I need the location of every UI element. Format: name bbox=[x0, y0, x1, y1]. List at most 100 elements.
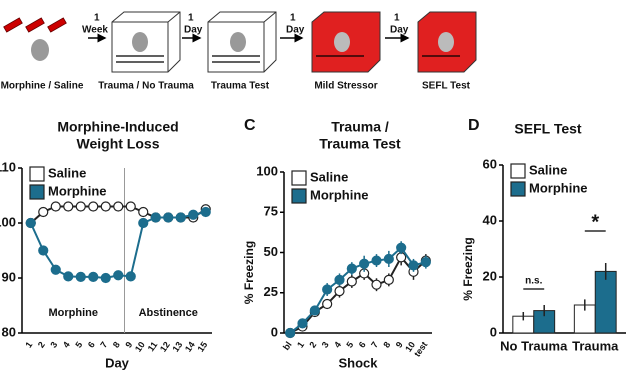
x-tick-label: bl bbox=[281, 340, 294, 352]
legend-swatch bbox=[510, 163, 526, 179]
legend-label: Morphine bbox=[48, 183, 107, 198]
legend-swatch bbox=[510, 181, 526, 197]
x-tick-label: 1 bbox=[295, 340, 306, 350]
point bbox=[100, 201, 111, 212]
y-tick-label: 110 bbox=[0, 159, 16, 174]
x-tick-label: 12 bbox=[158, 340, 172, 354]
x-tick-label: 5 bbox=[344, 340, 355, 350]
point bbox=[396, 252, 407, 263]
legend-label: Saline bbox=[529, 162, 567, 177]
point bbox=[188, 209, 199, 220]
point bbox=[346, 263, 357, 274]
x-tick-label: Trauma bbox=[572, 338, 619, 353]
point bbox=[383, 274, 394, 285]
annotation: n.s. bbox=[525, 276, 542, 287]
arrow-label: 1 bbox=[394, 13, 400, 24]
y-tick-label: 0 bbox=[490, 324, 497, 339]
chart-title: SEFL Test bbox=[514, 121, 582, 137]
point bbox=[346, 276, 357, 287]
y-tick-label: 90 bbox=[2, 269, 16, 284]
y-tick-label: 60 bbox=[483, 156, 497, 171]
x-tick-label: 2 bbox=[307, 340, 318, 350]
panel-label: C bbox=[244, 117, 256, 134]
point bbox=[150, 212, 161, 223]
point bbox=[175, 212, 186, 223]
point bbox=[297, 318, 308, 329]
point bbox=[50, 264, 61, 275]
x-tick-label: 10 bbox=[133, 340, 147, 354]
point bbox=[88, 201, 99, 212]
point bbox=[75, 201, 86, 212]
x-tick-label: 11 bbox=[146, 340, 160, 354]
x-tick-label: test bbox=[412, 340, 429, 359]
x-tick-label: 5 bbox=[73, 340, 84, 350]
y-tick-label: 0 bbox=[271, 324, 278, 339]
x-tick-label: 8 bbox=[111, 340, 122, 350]
point bbox=[25, 217, 36, 229]
x-tick-label: 7 bbox=[98, 340, 109, 350]
legend-swatch bbox=[29, 184, 45, 200]
arrow-label: 1 bbox=[94, 13, 100, 24]
y-tick-label: 80 bbox=[2, 324, 16, 339]
x-tick-label: 7 bbox=[369, 340, 380, 350]
point bbox=[408, 260, 419, 271]
annotation: Abstinence bbox=[139, 307, 198, 319]
chart-title: Trauma Test bbox=[319, 136, 401, 152]
point bbox=[359, 258, 370, 269]
arrow-label: Day bbox=[286, 25, 305, 36]
legend-swatch bbox=[291, 188, 307, 204]
point bbox=[125, 201, 136, 212]
series-line bbox=[289, 255, 427, 334]
point bbox=[113, 201, 124, 212]
annotation: Morphine bbox=[49, 307, 99, 319]
point bbox=[100, 272, 111, 284]
arrow-label: Day bbox=[184, 25, 203, 36]
legend-swatch bbox=[291, 170, 307, 186]
y-tick-label: 75 bbox=[264, 204, 278, 219]
y-tick-label: 20 bbox=[483, 268, 497, 283]
point bbox=[63, 271, 74, 282]
x-axis-label: Shock bbox=[338, 355, 378, 370]
point bbox=[63, 201, 74, 212]
point bbox=[38, 206, 49, 218]
point bbox=[334, 274, 345, 285]
legend-label: Morphine bbox=[529, 180, 588, 195]
x-tick-label: 2 bbox=[36, 340, 47, 350]
point bbox=[334, 286, 345, 297]
y-axis-label: % Freezing bbox=[242, 241, 256, 304]
x-tick-label: 10 bbox=[403, 340, 417, 354]
x-tick-label: 4 bbox=[61, 340, 72, 350]
step-label: Morphine / Saline bbox=[1, 81, 84, 92]
y-axis-label: % Freezing bbox=[461, 237, 475, 300]
legend-swatch bbox=[29, 166, 45, 182]
x-tick-label: 9 bbox=[123, 340, 134, 350]
y-tick-label: 40 bbox=[483, 212, 497, 227]
point bbox=[322, 298, 333, 310]
step-label: SEFL Test bbox=[422, 81, 471, 92]
point bbox=[38, 245, 49, 256]
step-label: Trauma / No Trauma bbox=[98, 81, 194, 92]
panel-label: D bbox=[468, 117, 480, 134]
point bbox=[383, 253, 394, 265]
x-tick-label: 13 bbox=[170, 340, 184, 354]
arrow-label: Day bbox=[390, 25, 409, 36]
x-tick-label: No Trauma bbox=[500, 338, 568, 353]
series-line bbox=[289, 246, 427, 334]
bar bbox=[594, 270, 617, 334]
arrow-label: 1 bbox=[188, 13, 194, 24]
point bbox=[285, 327, 296, 339]
point bbox=[138, 217, 149, 229]
point bbox=[163, 212, 174, 223]
legend-label: Morphine bbox=[310, 187, 369, 202]
point bbox=[371, 255, 382, 266]
chart-title: Morphine-Induced bbox=[57, 119, 178, 135]
annotation: * bbox=[591, 211, 599, 233]
point bbox=[200, 206, 211, 218]
point bbox=[75, 271, 86, 282]
x-axis-label: Day bbox=[105, 355, 130, 370]
legend-label: Saline bbox=[48, 165, 86, 180]
x-tick-label: 14 bbox=[183, 340, 197, 354]
point bbox=[371, 279, 382, 290]
legend-label: Saline bbox=[310, 169, 348, 184]
